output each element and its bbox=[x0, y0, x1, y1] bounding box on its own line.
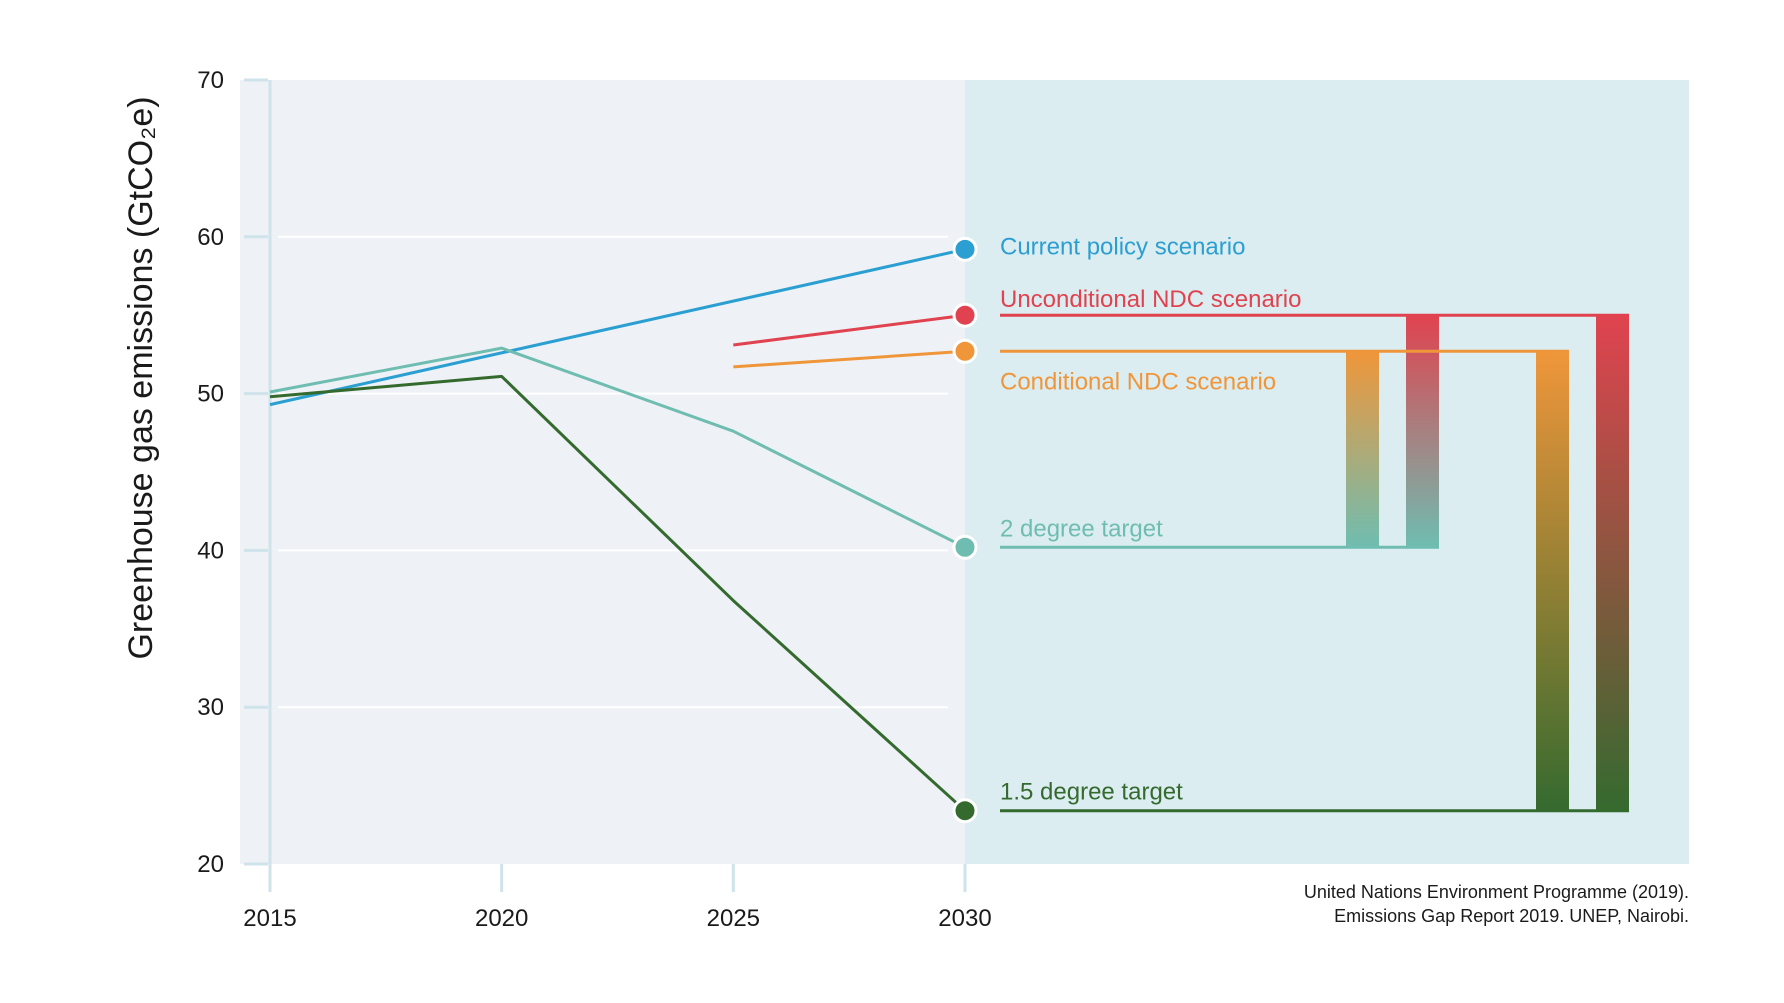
grid-lines bbox=[278, 235, 948, 709]
x-tick-2025: 2025 bbox=[707, 905, 760, 932]
endpoint-marker-2-degree-target bbox=[952, 534, 978, 560]
endpoint-marker-1-5-degree-target bbox=[952, 798, 978, 824]
x-tick-2030: 2030 bbox=[938, 905, 991, 932]
gap-bar-conditional-ndc-scenario-to-2-degree-target bbox=[1346, 351, 1379, 548]
x-tick-2015: 2015 bbox=[243, 905, 296, 932]
gap-bars bbox=[1000, 313, 1629, 813]
series-line-current-policy-scenario bbox=[269, 247, 966, 407]
series-label-conditional-ndc-scenario: Conditional NDC scenario bbox=[1000, 368, 1276, 395]
gap-bar-unconditional-ndc-scenario-to-1-5-degree-target bbox=[1596, 315, 1629, 811]
endpoint-marker-conditional-ndc-scenario bbox=[952, 338, 978, 364]
endpoint-marker-current-policy-scenario bbox=[952, 236, 978, 262]
y-axis-label: Greenhouse gas emissions (GtCO₂e) bbox=[122, 96, 160, 659]
source-line-1: United Nations Environment Programme (20… bbox=[1304, 882, 1689, 902]
endpoint-marker-unconditional-ndc-scenario bbox=[952, 302, 978, 328]
series-line-conditional-ndc-scenario bbox=[733, 349, 966, 369]
y-tick-50: 50 bbox=[197, 381, 224, 408]
y-tick-30: 30 bbox=[197, 694, 224, 721]
series-label-unconditional-ndc-scenario: Unconditional NDC scenario bbox=[1000, 286, 1301, 313]
series-lines bbox=[269, 236, 978, 824]
projection-background bbox=[965, 80, 1689, 864]
series-line-1-5-degree-target bbox=[269, 374, 967, 812]
series-labels: Current policy scenario Unconditional NDC… bbox=[1000, 233, 1301, 805]
source-line-2: Emissions Gap Report 2019. UNEP, Nairobi… bbox=[1334, 906, 1689, 926]
y-tick-40: 40 bbox=[197, 537, 224, 564]
x-tick-2020: 2020 bbox=[475, 905, 528, 932]
series-label-2-degree-target: 2 degree target bbox=[1000, 515, 1163, 542]
gap-bar-unconditional-ndc-scenario-to-2-degree-target bbox=[1406, 315, 1439, 548]
series-label-current-policy-scenario: Current policy scenario bbox=[1000, 233, 1245, 260]
y-tick-20: 20 bbox=[197, 851, 224, 878]
y-tick-60: 60 bbox=[197, 224, 224, 251]
y-tick-70: 70 bbox=[197, 67, 224, 94]
series-line-2-degree-target bbox=[269, 346, 966, 549]
series-label-1-5-degree-target: 1.5 degree target bbox=[1000, 779, 1183, 806]
gap-bar-conditional-ndc-scenario-to-1-5-degree-target bbox=[1536, 351, 1569, 811]
series-line-unconditional-ndc-scenario bbox=[733, 313, 966, 347]
source-note: United Nations Environment Programme (20… bbox=[1304, 882, 1689, 926]
